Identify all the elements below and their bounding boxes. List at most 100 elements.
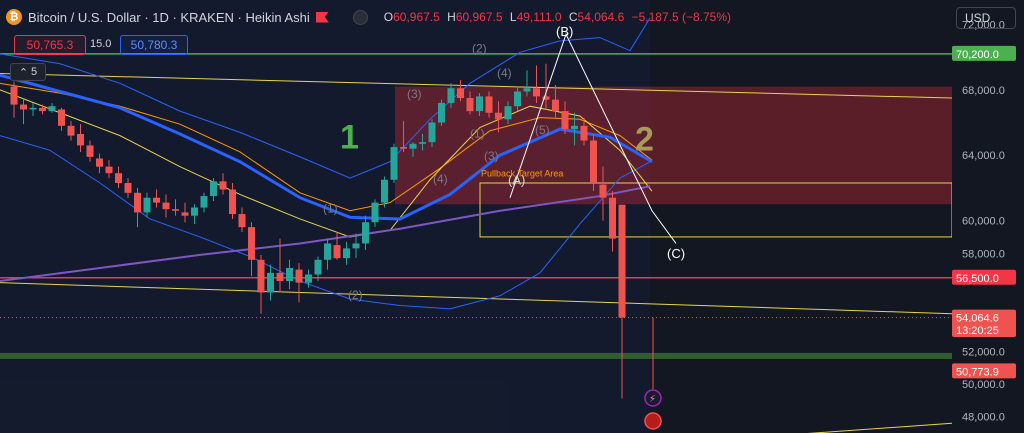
candle-body	[314, 259, 322, 275]
sub-wave-label: (4)	[433, 172, 448, 186]
sub-wave-label: (1)	[323, 201, 338, 215]
candle-body	[352, 243, 360, 249]
candle-body	[409, 143, 417, 149]
candle-body	[618, 204, 626, 318]
candle-body	[10, 86, 18, 105]
price-tag	[952, 322, 1016, 338]
candle-body	[609, 197, 616, 239]
candle-body	[181, 212, 189, 216]
candle-body	[390, 147, 398, 180]
price-tag	[952, 309, 1016, 325]
support-band	[0, 352, 952, 359]
sub-wave-label: (2)	[348, 288, 363, 302]
price-tag	[952, 45, 1016, 61]
candle-body	[343, 248, 350, 259]
price-axis-tick: 52,000.0	[962, 346, 1005, 358]
candle-body	[590, 140, 597, 184]
price-axis-tick: 60,000.0	[962, 216, 1005, 228]
candle-body	[400, 147, 407, 149]
price-tag	[952, 269, 1016, 285]
candle-body	[105, 166, 113, 174]
candle-body	[571, 125, 578, 130]
band-shade	[0, 0, 650, 433]
bollinger-lower	[0, 135, 651, 310]
candle-body	[504, 106, 512, 120]
currency-selector[interactable]: USD	[956, 7, 1016, 29]
price-tag-label: 70,200.0	[956, 49, 999, 61]
candle-body	[533, 88, 540, 97]
candle-body	[229, 189, 236, 215]
candle-body	[276, 272, 284, 282]
price-axis-tick: 50,000.0	[962, 379, 1005, 391]
sub-wave-label: (3)	[407, 87, 422, 101]
candle-body	[29, 107, 37, 110]
candle-body	[153, 197, 160, 203]
sub-wave-label: (5)	[535, 123, 550, 137]
candle-body	[124, 183, 132, 193]
candle-body	[428, 122, 436, 143]
candle-body	[324, 243, 331, 260]
price-axis-tick: 68,000.0	[962, 85, 1005, 97]
candle-body	[115, 173, 122, 184]
buy-button[interactable]: 50,780.3	[120, 35, 188, 55]
indicators-count: 5	[31, 66, 38, 78]
wave-c-label: (C)	[667, 246, 685, 261]
channel-bottom-line	[807, 422, 953, 433]
price-tag	[952, 363, 1016, 379]
candle-body	[438, 102, 445, 123]
candle-body	[191, 207, 198, 216]
lightning-event-icon	[644, 389, 662, 407]
candle-body	[485, 96, 493, 113]
abc-wave-line	[509, 33, 677, 244]
candle-body	[381, 179, 388, 203]
candle-body	[447, 88, 455, 103]
us-event-flag-icon	[644, 412, 662, 430]
candle-body	[552, 99, 559, 112]
candle-body	[162, 202, 170, 210]
chart-header: ₿ Bitcoin / U.S. Dollar · 1D · KRAKEN · …	[6, 6, 731, 28]
lightning-icon: ⚡	[649, 394, 656, 405]
symbol-title[interactable]: Bitcoin / U.S. Dollar · 1D · KRAKEN · He…	[28, 9, 310, 25]
pullback-label: Pullback Target Area	[481, 168, 563, 178]
visibility-toggle-icon[interactable]	[352, 9, 368, 25]
candle-body	[286, 267, 293, 282]
wave-1-label: 1	[340, 119, 359, 157]
channel-upper-line	[0, 73, 953, 99]
price-tag-label: 50,773.9	[956, 366, 999, 378]
candle-body	[248, 227, 255, 260]
candle-body	[210, 181, 217, 197]
flag-icon[interactable]	[315, 11, 329, 23]
candle-body	[39, 107, 46, 112]
candle-body	[200, 196, 208, 208]
sell-button[interactable]: 50,765.3	[14, 35, 86, 55]
candle-body	[295, 269, 303, 283]
candle-body	[599, 184, 607, 198]
candle-body	[20, 104, 27, 110]
indicators-toggle[interactable]: ⌃ 5	[10, 63, 46, 81]
sub-wave-label: (3)	[484, 149, 499, 163]
candle-body	[134, 192, 141, 213]
spread-value: 15.0	[90, 38, 112, 50]
price-tag-label: 56,500.0	[956, 273, 999, 285]
candle-body	[476, 96, 483, 112]
chevron-up-icon: ⌃	[18, 66, 29, 79]
candle-body	[457, 88, 464, 99]
sma-purple	[0, 185, 651, 283]
ohlc-readout: O60,967.5 H60,967.5 L49,111.0 C54,064.6 …	[383, 10, 731, 24]
ema-blue-thick	[0, 73, 653, 221]
sub-wave-label: (4)	[497, 66, 512, 80]
candle-body	[305, 274, 312, 283]
candle-body	[67, 125, 75, 136]
candle-body	[514, 91, 521, 107]
wave-2-label: 2	[635, 120, 654, 158]
candle-body	[219, 181, 227, 190]
candle-body	[143, 197, 151, 213]
bitcoin-icon: ₿	[6, 9, 22, 25]
candle-body	[542, 96, 550, 100]
price-axis-tick: 58,000.0	[962, 248, 1005, 260]
candle-body	[495, 112, 502, 120]
candle-body	[58, 109, 65, 126]
candle-body	[561, 111, 569, 130]
